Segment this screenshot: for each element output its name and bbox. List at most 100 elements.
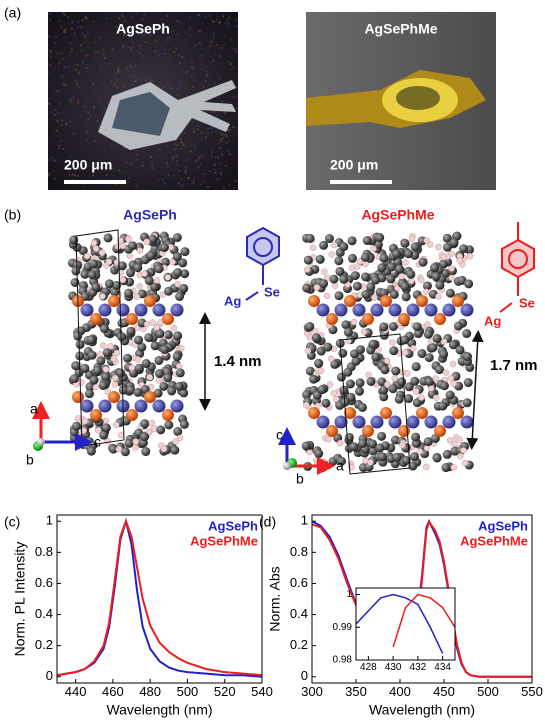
h-atom [418,395,424,401]
h-atom [144,239,150,245]
noise-dot [69,42,71,44]
atom-label: Se [264,284,280,299]
noise-dot [106,17,108,19]
noise-dot [157,179,159,181]
crystal-face [396,86,440,110]
noise-dot [210,127,212,129]
noise-dot [232,48,234,50]
c-atom [337,373,346,382]
noise-dot [184,86,186,88]
noise-dot [172,88,174,90]
noise-dot [54,109,56,111]
se-atom [162,409,174,421]
noise-dot [180,62,182,64]
noise-dot [132,61,134,63]
c-atom [70,374,79,383]
c-atom [323,343,332,352]
noise-dot [63,111,65,113]
c-atom [173,268,182,277]
c-atom [133,388,142,397]
noise-dot [201,132,203,134]
noise-dot [167,40,169,42]
noise-dot [84,36,86,38]
c-atom [329,275,338,284]
ag-atom [99,400,112,413]
h-atom [154,324,160,330]
x-tick-label: 434 [434,662,451,673]
charts: 44046048050052054000.20.40.60.81AgSePhAg… [4,513,543,718]
noise-dot [83,105,85,107]
noise-dot [213,21,215,23]
h-atom [449,275,455,281]
h-atom [303,402,309,408]
noise-dot [94,41,96,43]
h-atom [127,253,133,259]
ag-atom [371,416,384,429]
noise-dot [183,39,185,41]
h-atom [120,243,126,249]
noise-dot [86,139,88,141]
noise-dot [62,148,64,150]
noise-dot [197,128,199,130]
c-atom [173,331,182,340]
c-atom [410,377,419,386]
noise-dot [67,16,69,18]
noise-dot [227,22,229,24]
h-atom [332,283,338,289]
c-atom [454,321,463,330]
c-atom [147,251,156,260]
noise-dot [123,85,125,87]
noise-dot [48,103,50,105]
noise-dot [158,74,160,76]
noise-dot [143,14,145,16]
panel-label: (d) [259,514,276,530]
c-atom [180,247,189,256]
se-atom [434,425,446,437]
noise-dot [118,17,120,19]
noise-dot [117,73,119,75]
noise-dot [176,20,178,22]
noise-dot [164,86,166,88]
noise-dot [150,80,152,82]
ag-atom [153,304,166,317]
noise-dot [173,51,175,53]
se-atom [126,313,138,325]
noise-dot [76,83,78,85]
c-atom [361,272,370,281]
c-atom [140,419,149,428]
ag-atom [117,304,130,317]
noise-dot [178,170,180,172]
c-atom [361,290,370,299]
noise-dot [141,165,143,167]
x-tick-label: 500 [177,684,199,699]
noise-dot [169,87,171,89]
x-tick-label: 450 [433,684,455,699]
c-atom [433,334,442,343]
c-atom [128,241,137,250]
c-atom [90,376,99,385]
h-atom [457,257,463,263]
noise-dot [118,169,120,171]
noise-dot [76,80,78,82]
h-atom [467,253,473,259]
noise-dot [64,14,66,16]
noise-dot [130,49,132,51]
se-atom [416,407,428,419]
h-atom [324,293,330,299]
noise-dot [173,156,175,158]
noise-dot [129,64,131,66]
noise-dot [123,147,125,149]
h-atom [106,259,112,265]
noise-dot [219,55,221,57]
h-atom [103,418,109,424]
h-atom [318,368,324,374]
c-atom [400,239,409,248]
c-atom [154,356,163,365]
noise-dot [121,73,123,75]
noise-dot [219,132,221,134]
noise-dot [165,145,167,147]
y-tick-label: 0 [46,668,53,683]
noise-dot [136,12,138,14]
noise-dot [180,80,182,82]
noise-dot [136,154,138,156]
